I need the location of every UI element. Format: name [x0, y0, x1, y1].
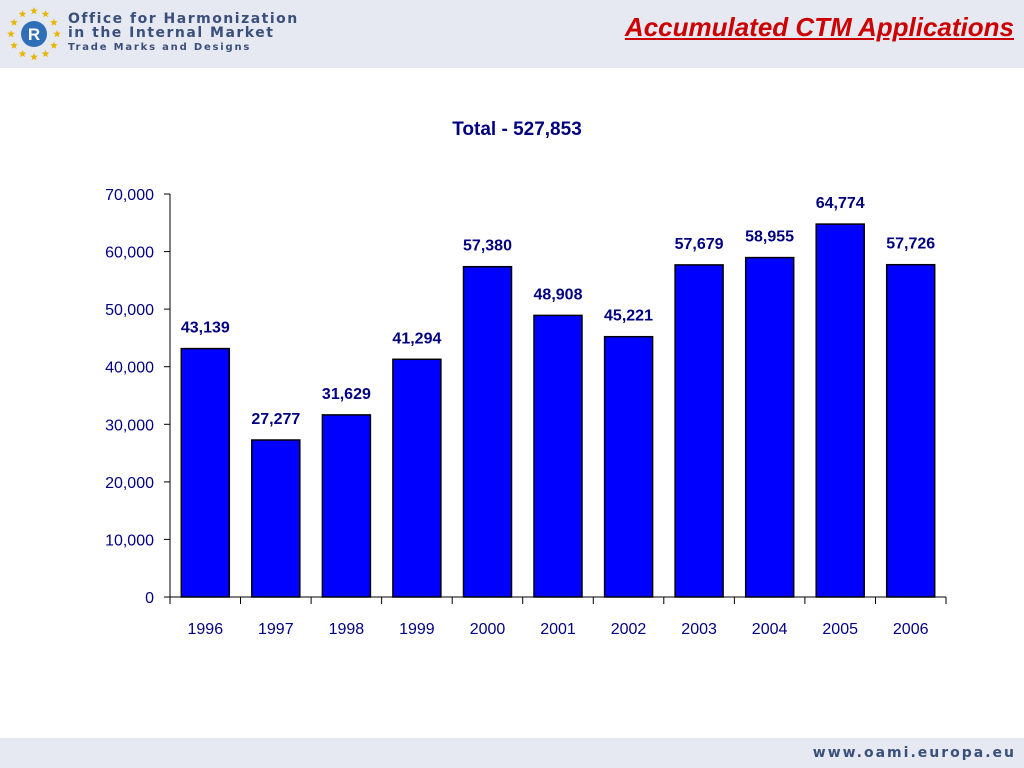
x-tick-label-1996: 1996 [188, 621, 224, 638]
header-bar: R Office for Harmonization in the Intern… [0, 0, 1024, 68]
footer-bar: www.oami.europa.eu [0, 738, 1024, 768]
x-tick-label-2004: 2004 [752, 621, 788, 638]
x-tick-label-1997: 1997 [258, 621, 294, 638]
bar-2001 [533, 314, 583, 598]
data-label-2002: 45,221 [604, 308, 653, 325]
data-label-1996: 43,139 [181, 320, 230, 337]
bar-1999 [392, 358, 442, 598]
logo-disc-icon [21, 21, 47, 47]
chart-title: Total - 527,853 [452, 119, 582, 140]
logo-star-icon [30, 7, 38, 15]
ohim-logo-icon: R [7, 7, 61, 61]
logo-star-icon [10, 41, 18, 49]
data-label-2005: 64,774 [816, 195, 865, 212]
y-tick-label: 60,000 [105, 245, 154, 262]
data-label-1998: 31,629 [322, 386, 371, 403]
x-tick-label-2000: 2000 [470, 621, 506, 638]
logo-letter: R [28, 25, 40, 44]
logo-star-icon [50, 18, 58, 26]
y-tick-label: 70,000 [105, 187, 154, 204]
logo-star-icon [18, 49, 27, 58]
data-label-1997: 27,277 [251, 411, 300, 428]
x-tick-label-1999: 1999 [399, 621, 435, 638]
bar-1997 [251, 439, 301, 598]
data-label-2003: 57,679 [675, 236, 724, 253]
x-tick-label-2006: 2006 [893, 621, 929, 638]
y-tick-label: 20,000 [105, 475, 154, 492]
data-label-2001: 48,908 [534, 286, 583, 303]
x-tick-label-2003: 2003 [681, 621, 717, 638]
data-label-1999: 41,294 [392, 330, 441, 347]
bar-2006 [885, 263, 936, 598]
x-tick-label-2005: 2005 [822, 621, 858, 638]
org-name-line3: Trade Marks and Designs [68, 42, 252, 53]
logo-star-icon [41, 10, 50, 18]
bar-2002 [603, 335, 654, 598]
data-label-2006: 57,726 [886, 236, 935, 253]
bar-1996 [180, 347, 231, 598]
y-tick-label: 10,000 [105, 532, 154, 549]
bar-1998 [321, 414, 372, 598]
bar-2004 [744, 256, 795, 598]
y-tick-label: 30,000 [105, 417, 154, 434]
y-tick-label: 50,000 [105, 302, 154, 319]
bar-2000 [462, 265, 513, 598]
bar-2003 [674, 264, 724, 598]
x-tick-label-1998: 1998 [329, 621, 365, 638]
y-tick-label: 40,000 [105, 360, 154, 377]
bar-2005 [815, 223, 865, 598]
logo-star-icon [10, 18, 18, 26]
y-tick-label: 0 [145, 590, 154, 607]
data-label-2004: 58,955 [745, 229, 794, 246]
logo-star-icon [7, 30, 15, 38]
logo-star-icon [53, 30, 61, 38]
org-name-line2: in the Internal Market [68, 25, 275, 41]
logo-star-icon [50, 41, 58, 49]
org-name-line1: Office for Harmonization [68, 11, 299, 27]
x-tick-label-2002: 2002 [611, 621, 647, 638]
x-tick-label-2001: 2001 [540, 621, 576, 638]
slide-title: Accumulated CTM Applications [624, 12, 1014, 42]
logo-star-icon [30, 53, 38, 61]
logo-star-icon [18, 10, 27, 18]
logo-star-icon [41, 49, 50, 58]
data-label-2000: 57,380 [463, 238, 512, 255]
website-url: www.oami.europa.eu [812, 745, 1016, 761]
organization-name: Office for Harmonization in the Internal… [68, 12, 299, 55]
